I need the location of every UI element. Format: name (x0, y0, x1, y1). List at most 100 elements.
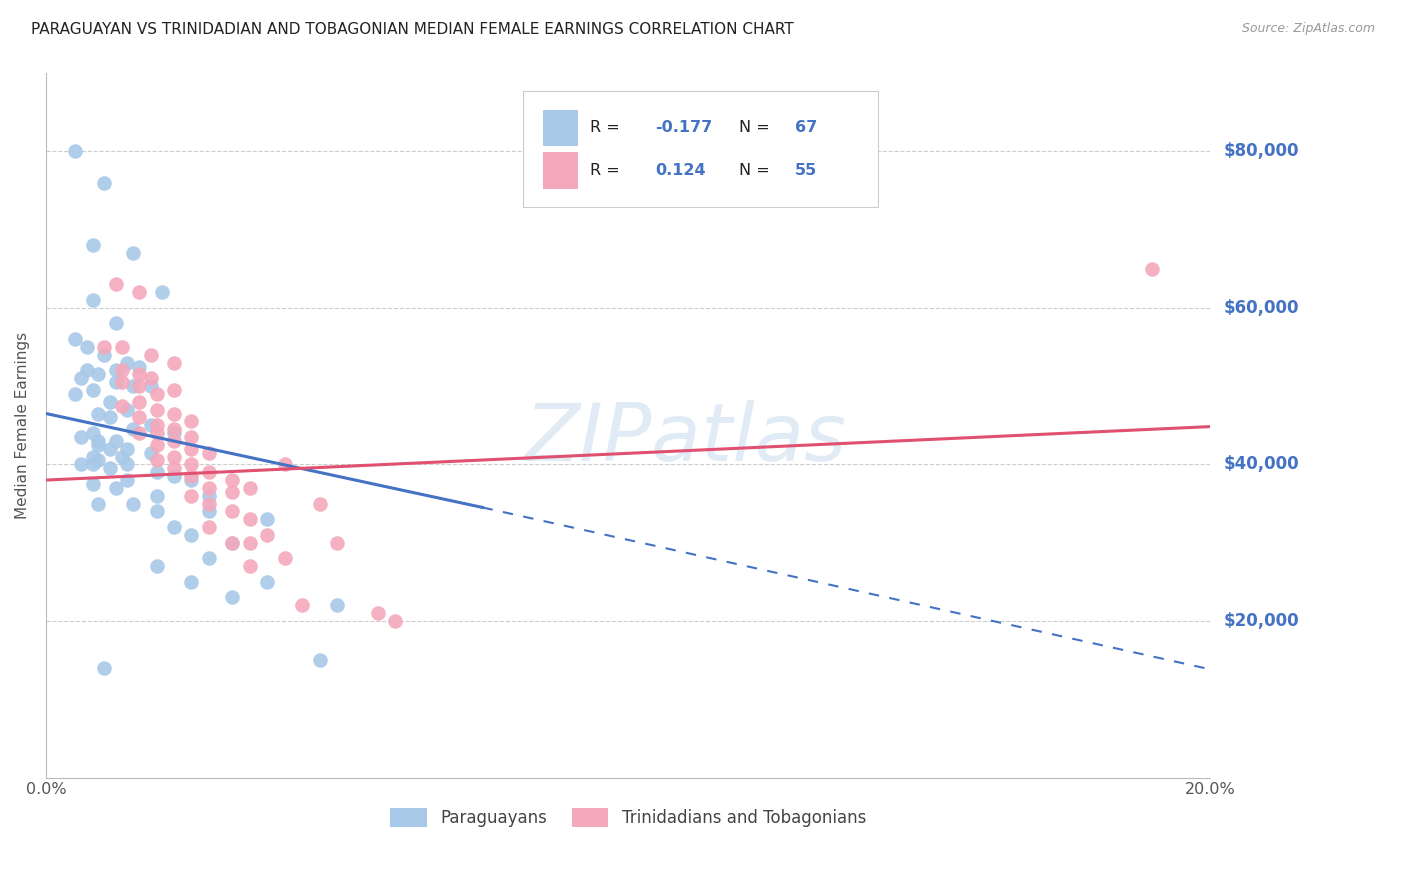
Point (180, 414, 202, 428)
Point (82, 293, 104, 307)
Text: 67: 67 (794, 120, 817, 136)
Point (76, 340, 98, 354)
Point (82, 383, 104, 397)
Point (145, 559, 167, 574)
Text: R =: R = (589, 162, 624, 178)
Point (367, 606, 389, 620)
Point (117, 458, 139, 472)
Point (180, 442, 202, 456)
Y-axis label: Median Female Earnings: Median Female Earnings (15, 332, 30, 519)
Point (308, 653, 330, 667)
Point (117, 442, 139, 456)
Point (128, 379, 150, 393)
Point (128, 426, 150, 441)
Point (198, 465, 221, 479)
Point (104, 375, 127, 389)
Point (82, 238, 104, 252)
Point (104, 363, 127, 377)
Point (145, 402, 167, 417)
Point (180, 430, 202, 444)
Text: $80,000: $80,000 (1225, 142, 1299, 161)
Point (122, 497, 145, 511)
Point (145, 489, 167, 503)
Point (150, 285, 173, 300)
Point (104, 434, 127, 448)
Point (145, 387, 167, 401)
Point (122, 422, 145, 436)
Point (117, 402, 139, 417)
Point (221, 484, 243, 499)
Point (128, 394, 150, 409)
Point (122, 379, 145, 393)
Point (82, 450, 104, 464)
Point (198, 551, 221, 566)
Point (93, 661, 115, 675)
Point (145, 504, 167, 518)
Point (256, 528, 278, 542)
Point (326, 599, 349, 613)
Point (128, 410, 150, 425)
Point (163, 461, 186, 475)
Point (87, 434, 110, 448)
Point (63, 387, 86, 401)
Point (117, 356, 139, 370)
Point (82, 426, 104, 441)
Text: -0.177: -0.177 (655, 120, 711, 136)
Point (180, 528, 202, 542)
Point (139, 379, 162, 393)
Point (111, 340, 134, 354)
FancyBboxPatch shape (543, 110, 578, 146)
Point (70, 458, 93, 472)
Point (139, 348, 162, 362)
Point (198, 497, 221, 511)
Point (104, 481, 127, 495)
Point (256, 574, 278, 589)
Point (221, 535, 243, 549)
Point (163, 356, 186, 370)
Point (221, 473, 243, 487)
Point (163, 469, 186, 483)
FancyBboxPatch shape (523, 91, 879, 207)
Point (180, 473, 202, 487)
Text: $40,000: $40,000 (1225, 456, 1299, 474)
Point (104, 277, 127, 292)
Point (98, 461, 121, 475)
Legend: Paraguayans, Trinidadians and Tobagonians: Paraguayans, Trinidadians and Tobagonian… (384, 801, 873, 834)
Point (128, 285, 150, 300)
Text: PARAGUAYAN VS TRINIDADIAN AND TOBAGONIAN MEDIAN FEMALE EARNINGS CORRELATION CHAR: PARAGUAYAN VS TRINIDADIAN AND TOBAGONIAN… (31, 22, 793, 37)
Point (326, 535, 349, 549)
Point (180, 574, 202, 589)
Point (145, 438, 167, 452)
Point (111, 450, 134, 464)
Point (111, 375, 134, 389)
Point (145, 453, 167, 467)
Text: $20,000: $20,000 (1225, 612, 1299, 630)
Point (384, 614, 406, 628)
Point (98, 394, 121, 409)
Point (128, 359, 150, 374)
Point (291, 599, 314, 613)
Text: 0.124: 0.124 (655, 162, 706, 178)
Point (98, 442, 121, 456)
Point (82, 477, 104, 491)
Point (198, 481, 221, 495)
Point (273, 551, 295, 566)
Point (308, 497, 330, 511)
Point (98, 410, 121, 425)
Point (145, 465, 167, 479)
Point (145, 418, 167, 433)
Point (163, 422, 186, 436)
Point (87, 407, 110, 421)
Point (70, 430, 93, 444)
Point (139, 371, 162, 385)
Text: 55: 55 (794, 162, 817, 178)
Point (239, 559, 262, 574)
Point (198, 445, 221, 459)
Text: N =: N = (738, 120, 775, 136)
Point (70, 371, 93, 385)
Point (198, 520, 221, 534)
Point (198, 489, 221, 503)
Text: ZIPatlas: ZIPatlas (526, 401, 848, 478)
Point (163, 520, 186, 534)
Text: N =: N = (738, 162, 775, 178)
